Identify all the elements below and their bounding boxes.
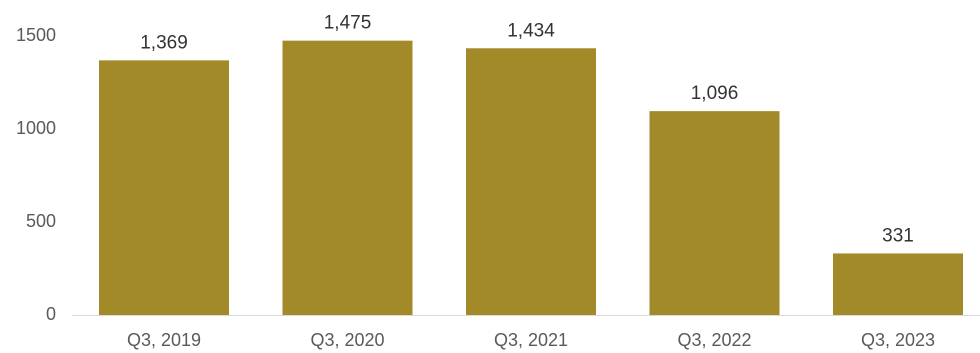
x-tick-label: Q3, 2021 xyxy=(494,330,568,350)
data-label: 1,475 xyxy=(324,13,372,34)
y-tick-label: 1000 xyxy=(16,118,56,138)
bar xyxy=(833,253,963,315)
bars xyxy=(99,40,963,316)
bar xyxy=(282,40,413,316)
y-tick-label: 0 xyxy=(46,304,56,324)
data-label: 1,369 xyxy=(140,32,188,53)
y-axis-ticks: 0 500 1000 1500 xyxy=(16,25,56,324)
y-tick-label: 1500 xyxy=(16,25,56,45)
bar xyxy=(99,60,229,316)
x-tick-label: Q3, 2022 xyxy=(677,330,751,350)
x-axis-ticks: Q3, 2019 Q3, 2020 Q3, 2021 Q3, 2022 Q3, 2023 xyxy=(127,330,935,350)
data-label: 1,434 xyxy=(507,20,555,41)
x-tick-label: Q3, 2023 xyxy=(861,330,935,350)
bar xyxy=(466,48,596,315)
data-label: 1,096 xyxy=(691,83,739,104)
bar xyxy=(649,111,780,315)
x-tick-label: Q3, 2020 xyxy=(310,330,384,350)
data-label: 331 xyxy=(882,225,914,246)
x-tick-label: Q3, 2019 xyxy=(127,330,201,350)
y-tick-label: 500 xyxy=(26,211,56,231)
value-labels: 1,369 1,475 1,434 1,096 331 xyxy=(140,13,914,247)
